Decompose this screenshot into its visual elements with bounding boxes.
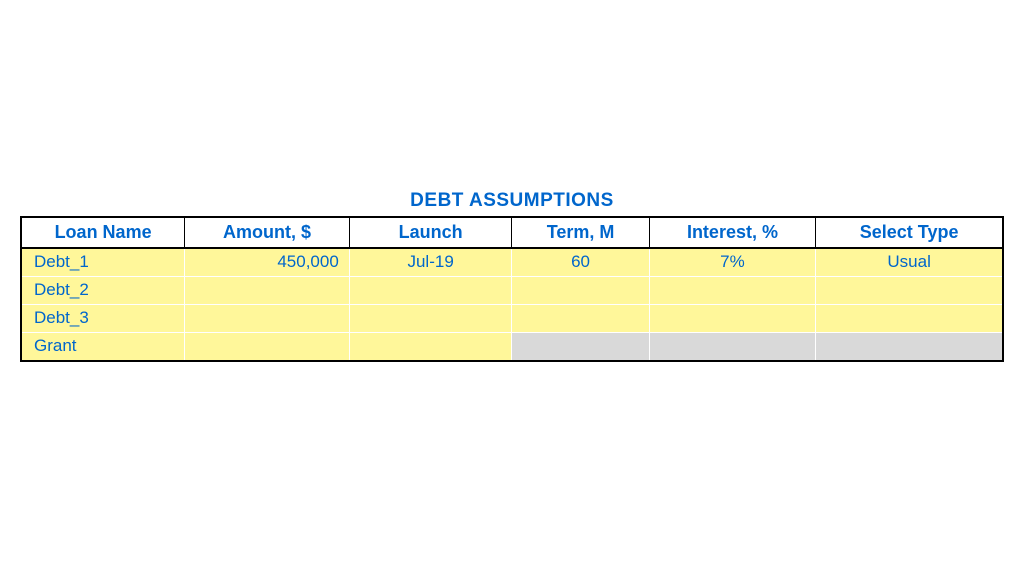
cell-interest[interactable]: 7%: [649, 248, 816, 276]
debt-assumptions-table-container: Loan Name Amount, $ Launch Term, M Inter…: [20, 216, 1004, 362]
cell-launch[interactable]: [349, 276, 512, 304]
cell-loan-name[interactable]: Debt_2: [22, 276, 185, 304]
cell-amount[interactable]: [185, 276, 350, 304]
table-row: Debt_3: [22, 304, 1002, 332]
header-interest: Interest, %: [649, 218, 816, 248]
cell-launch[interactable]: [349, 332, 512, 360]
header-amount: Amount, $: [185, 218, 350, 248]
cell-term[interactable]: [512, 276, 649, 304]
cell-launch[interactable]: Jul-19: [349, 248, 512, 276]
cell-type[interactable]: [816, 304, 1002, 332]
table-row: Grant: [22, 332, 1002, 360]
cell-loan-name[interactable]: Grant: [22, 332, 185, 360]
cell-interest[interactable]: [649, 276, 816, 304]
cell-term: [512, 332, 649, 360]
cell-loan-name[interactable]: Debt_3: [22, 304, 185, 332]
table-row: Debt_2: [22, 276, 1002, 304]
cell-type[interactable]: Usual: [816, 248, 1002, 276]
debt-assumptions-table: Loan Name Amount, $ Launch Term, M Inter…: [22, 218, 1002, 360]
cell-amount[interactable]: [185, 332, 350, 360]
table-header-row: Loan Name Amount, $ Launch Term, M Inter…: [22, 218, 1002, 248]
cell-launch[interactable]: [349, 304, 512, 332]
cell-interest: [649, 332, 816, 360]
header-term: Term, M: [512, 218, 649, 248]
cell-term[interactable]: [512, 304, 649, 332]
table-title: DEBT ASSUMPTIONS: [410, 190, 614, 212]
cell-amount[interactable]: [185, 304, 350, 332]
cell-term[interactable]: 60: [512, 248, 649, 276]
cell-amount[interactable]: 450,000: [185, 248, 350, 276]
cell-loan-name[interactable]: Debt_1: [22, 248, 185, 276]
header-loan-name: Loan Name: [22, 218, 185, 248]
table-body: Debt_1 450,000 Jul-19 60 7% Usual Debt_2…: [22, 248, 1002, 360]
header-launch: Launch: [349, 218, 512, 248]
table-row: Debt_1 450,000 Jul-19 60 7% Usual: [22, 248, 1002, 276]
cell-interest[interactable]: [649, 304, 816, 332]
cell-type[interactable]: [816, 276, 1002, 304]
header-select-type: Select Type: [816, 218, 1002, 248]
cell-type: [816, 332, 1002, 360]
